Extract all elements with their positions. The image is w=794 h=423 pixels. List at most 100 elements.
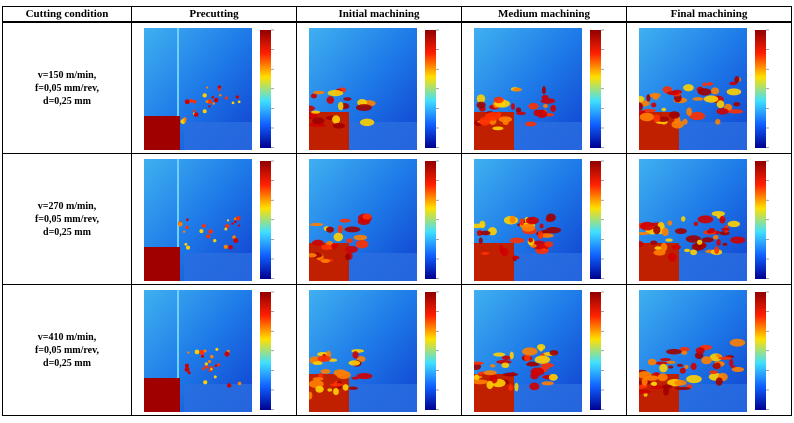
- hot-spot: [708, 228, 715, 233]
- hot-spot: [521, 224, 535, 232]
- hot-spot: [541, 381, 553, 385]
- hot-spot: [477, 94, 486, 103]
- hot-spot: [528, 238, 533, 243]
- hot-spot: [496, 112, 501, 119]
- hot-spot: [503, 373, 518, 377]
- hot-spot: [345, 226, 361, 232]
- hot-spot: [516, 112, 526, 116]
- hot-spot: [234, 218, 237, 221]
- colorbar: [755, 161, 766, 279]
- hot-spot: [648, 359, 657, 366]
- condition-line: f=0,05 mm/rev,: [3, 344, 131, 357]
- hot-spot: [224, 228, 227, 231]
- hot-spot: [712, 211, 725, 216]
- image-cell: [132, 22, 297, 154]
- hot-spot: [716, 108, 728, 115]
- hot-spot: [206, 100, 209, 103]
- hot-spot: [470, 362, 484, 365]
- hot-spot: [476, 102, 485, 109]
- hot-spot: [480, 231, 490, 236]
- hot-spot: [330, 383, 343, 386]
- hot-spot: [690, 249, 697, 255]
- hot-spot: [214, 375, 217, 378]
- hot-spot: [508, 384, 513, 391]
- hot-spot: [479, 117, 490, 126]
- hot-spot: [722, 243, 727, 246]
- column-header: Cutting condition: [3, 7, 132, 23]
- hot-spot: [326, 227, 334, 233]
- colorbar: [590, 161, 601, 279]
- condition-line: d=0,25 mm: [3, 226, 131, 239]
- hot-spot: [512, 88, 522, 92]
- hot-spot: [677, 364, 683, 367]
- hot-spot: [538, 231, 544, 239]
- page: Cutting conditionPrecuttingInitial machi…: [0, 0, 794, 423]
- hot-spot: [514, 383, 518, 392]
- hot-spot: [311, 111, 320, 114]
- hot-spot: [713, 363, 721, 369]
- hot-spot: [503, 120, 509, 125]
- hot-spot: [232, 101, 235, 104]
- hot-spot: [642, 378, 648, 386]
- hot-spot: [719, 216, 725, 224]
- hot-spot: [694, 222, 699, 226]
- hot-spot: [313, 377, 324, 380]
- thermal-image: [299, 155, 459, 283]
- hot-spot: [665, 238, 673, 241]
- hot-spot: [203, 380, 207, 384]
- hot-spot: [478, 372, 484, 376]
- hot-spot: [190, 99, 194, 103]
- hot-spot: [236, 216, 240, 220]
- hot-spot: [510, 238, 525, 244]
- hot-spot: [483, 370, 496, 375]
- hot-spot: [352, 351, 358, 359]
- hot-spot: [229, 245, 233, 249]
- condition-line: d=0,25 mm: [3, 95, 131, 108]
- hot-spot: [729, 359, 733, 367]
- hot-spot: [233, 238, 238, 243]
- hot-block: [474, 243, 514, 281]
- column-header: Initial machining: [297, 7, 462, 23]
- hot-spot: [345, 246, 358, 253]
- image-cell: [462, 22, 627, 154]
- hot-spot: [493, 352, 505, 356]
- hot-spot: [236, 95, 239, 98]
- image-cell: [297, 285, 462, 416]
- column-header: Medium machining: [462, 7, 627, 23]
- hot-spot: [185, 367, 190, 372]
- hot-spot: [734, 76, 739, 83]
- hot-spot: [510, 216, 516, 224]
- hot-spot: [635, 390, 651, 394]
- image-cell: [627, 22, 792, 154]
- hot-spot: [343, 384, 349, 391]
- hot-spot: [546, 227, 561, 233]
- hot-spot: [698, 88, 711, 95]
- condition-line: v=410 m/min,: [3, 331, 131, 344]
- hot-spot: [214, 98, 218, 102]
- hot-spot: [202, 367, 205, 370]
- hot-spot: [234, 220, 237, 223]
- header-row: Cutting conditionPrecuttingInitial machi…: [3, 7, 792, 23]
- image-content: [144, 28, 252, 150]
- colorbar: [755, 30, 766, 148]
- hot-spot: [304, 106, 315, 112]
- hot-spot: [686, 375, 702, 383]
- hot-spot: [360, 119, 374, 126]
- hot-spot: [205, 362, 208, 365]
- hot-spot: [334, 233, 344, 242]
- hot-spot: [199, 229, 203, 233]
- image-cell: [132, 154, 297, 285]
- hot-spot: [714, 246, 719, 254]
- thermal-image: [464, 286, 624, 414]
- image-cell: [297, 22, 462, 154]
- hot-spot: [727, 88, 742, 95]
- hot-spot: [702, 237, 714, 242]
- hot-spot: [716, 354, 722, 357]
- hot-spot: [227, 383, 231, 387]
- hot-spot: [651, 385, 663, 389]
- hot-spot: [640, 222, 655, 231]
- hot-spot: [501, 362, 509, 368]
- hot-spot: [662, 228, 669, 236]
- hot-spot: [672, 245, 681, 250]
